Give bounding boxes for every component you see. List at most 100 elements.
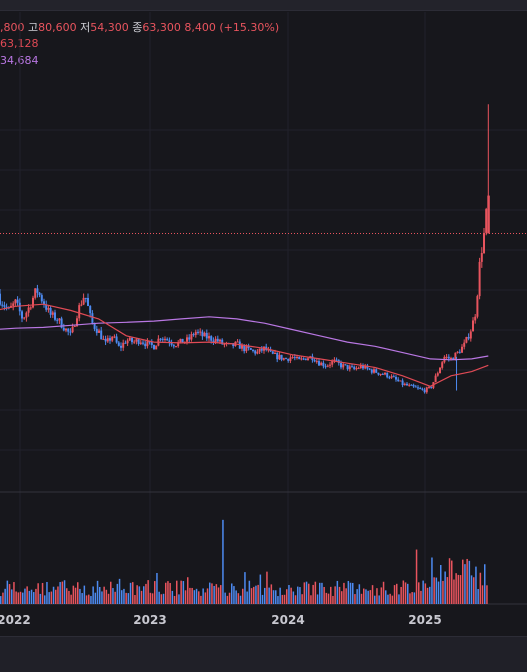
volume-bar — [453, 579, 455, 604]
candle-body — [144, 343, 147, 347]
volume-bar — [253, 586, 255, 604]
candle-body — [441, 362, 444, 368]
volume-bar — [211, 583, 213, 604]
volume-bar — [354, 594, 356, 604]
volume-bar — [90, 596, 92, 604]
volume-bar — [391, 595, 394, 604]
volume-bar — [52, 586, 55, 604]
candle-body — [249, 348, 252, 350]
candle-body — [102, 338, 105, 340]
volume-bar — [393, 585, 396, 604]
x-axis-label: 2022 — [0, 613, 31, 627]
volume-bar — [466, 558, 468, 604]
candle-body — [3, 305, 6, 307]
volume-bar — [303, 582, 306, 604]
volume-bar — [101, 591, 103, 604]
candle-body — [115, 336, 118, 343]
volume-bar — [446, 577, 449, 604]
volume-bar — [215, 584, 218, 604]
candle-body — [161, 338, 164, 340]
candle-body — [236, 341, 239, 343]
candle-body — [280, 354, 283, 360]
candle-body — [377, 372, 380, 375]
volume-bar — [301, 594, 303, 604]
candle-body — [364, 365, 367, 369]
volume-bar — [444, 571, 446, 604]
candle-body — [421, 388, 424, 390]
volume-bar — [431, 557, 433, 604]
price-chart[interactable]: 2022 2023 2024 2025 — [0, 0, 527, 636]
candle-body — [153, 344, 155, 350]
candle-body — [197, 331, 199, 333]
volume-bar — [189, 587, 191, 604]
volume-bar — [33, 592, 35, 604]
candle-body — [478, 261, 481, 297]
candle-body — [463, 342, 466, 347]
volume-bar — [92, 586, 94, 604]
volume-bar — [24, 588, 26, 604]
volume-bar — [66, 588, 68, 604]
volume-bar — [420, 590, 422, 604]
ma20-line — [0, 303, 489, 387]
volume-bar — [226, 595, 229, 604]
candle-body — [221, 339, 224, 345]
volume-bar — [44, 595, 46, 604]
volume-bar — [385, 590, 387, 604]
volume-bar — [107, 593, 110, 604]
candle-body — [282, 358, 285, 360]
volume-bar — [367, 590, 369, 604]
candle-body — [131, 337, 133, 343]
candle-body — [100, 330, 103, 340]
candle-body — [126, 340, 129, 344]
volume-bar — [486, 585, 488, 604]
candle-body — [278, 354, 281, 360]
candle-body — [318, 361, 320, 366]
candle-body — [386, 372, 389, 378]
candle-body — [54, 312, 56, 320]
volume-bar — [387, 594, 389, 604]
volume-bar — [440, 565, 442, 604]
candle-body — [307, 358, 309, 361]
candle-body — [296, 356, 298, 358]
candle-body — [98, 330, 100, 333]
volume-bar — [2, 592, 4, 604]
high-value: 80,600 — [38, 21, 77, 34]
candle-body — [342, 364, 345, 368]
volume-bar — [121, 590, 123, 604]
candle-body — [469, 331, 472, 339]
volume-bar — [409, 593, 411, 604]
volume-bar — [191, 587, 193, 604]
candle-body — [38, 292, 41, 296]
volume-bar — [451, 560, 453, 604]
candle-body — [366, 365, 369, 369]
candle-body — [454, 352, 457, 360]
candle-body — [243, 345, 246, 352]
volume-bar — [26, 586, 28, 604]
candle-body — [370, 369, 373, 373]
candle-body — [32, 297, 34, 308]
candle-body — [399, 380, 402, 382]
volume-bar — [250, 588, 253, 604]
volume-bar — [35, 588, 37, 604]
volume-bar — [220, 585, 222, 604]
candle-body — [168, 340, 171, 343]
volume-bar — [125, 592, 127, 604]
volume-bar — [378, 595, 380, 604]
candle-body — [388, 377, 391, 379]
candle-body — [166, 338, 169, 341]
candle-body — [172, 344, 175, 347]
candle-body — [287, 358, 290, 361]
candle-body — [461, 346, 463, 353]
candle-body — [120, 345, 122, 348]
volume-bar — [156, 572, 158, 604]
low-label: 저 — [80, 21, 91, 34]
volume-bar — [94, 592, 97, 604]
high-label: 고 — [28, 21, 39, 34]
volume-bar — [442, 580, 444, 604]
ohlc-legend: ,800 고80,600 저54,300 종63,300 8,400 (+15.… — [0, 19, 279, 35]
volume-bar — [195, 588, 198, 604]
candle-body — [434, 375, 437, 383]
volume-bar — [400, 586, 402, 604]
volume-bar — [57, 586, 59, 604]
candle-body — [414, 386, 417, 388]
